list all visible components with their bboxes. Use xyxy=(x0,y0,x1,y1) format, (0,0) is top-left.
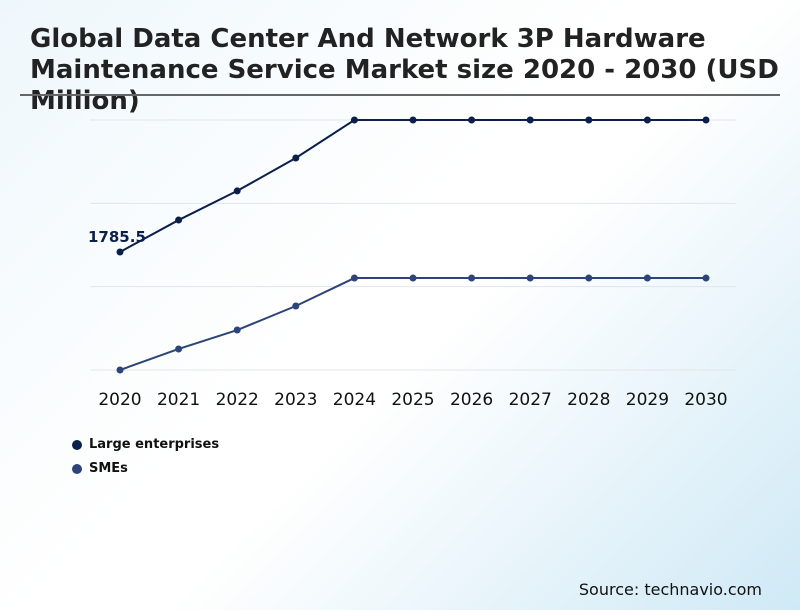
data-point xyxy=(233,187,241,195)
data-point xyxy=(468,274,476,282)
data-point xyxy=(526,274,534,282)
source-credit: Source: technavio.com xyxy=(578,580,762,599)
x-tick-label: 2025 xyxy=(391,390,434,410)
data-point xyxy=(292,154,300,162)
legend-dot-icon xyxy=(72,439,82,450)
data-point xyxy=(175,345,183,353)
x-tick-label: 2023 xyxy=(274,390,317,410)
legend-label: SMEs xyxy=(89,461,128,476)
data-point xyxy=(643,274,651,282)
x-tick-label: 2021 xyxy=(157,390,200,410)
series-line-1 xyxy=(119,277,706,371)
x-tick-label: 2028 xyxy=(567,390,610,410)
x-tick-label: 2020 xyxy=(98,390,141,410)
chart-title: Global Data Center And Network 3P Hardwa… xyxy=(30,24,779,116)
data-point xyxy=(526,116,534,124)
x-tick-label: 2029 xyxy=(626,390,669,410)
data-point xyxy=(175,216,183,224)
data-point xyxy=(409,116,417,124)
data-point xyxy=(702,116,710,124)
legend-label: Large enterprises xyxy=(89,437,220,452)
data-point xyxy=(350,274,358,282)
x-tick-label: 2022 xyxy=(216,390,259,410)
data-point xyxy=(116,366,124,374)
data-point xyxy=(233,326,241,334)
legend-item-smes: SMEs xyxy=(72,461,128,476)
data-point xyxy=(585,274,593,282)
data-point xyxy=(468,116,476,124)
series-line-0 xyxy=(119,119,706,253)
x-tick-label: 2026 xyxy=(450,390,493,410)
x-tick-label: 2030 xyxy=(684,390,727,410)
data-point xyxy=(702,274,710,282)
data-point xyxy=(585,116,593,124)
legend-dot-icon xyxy=(72,463,82,474)
data-label: 1785.5 xyxy=(88,228,146,246)
data-point xyxy=(643,116,651,124)
x-tick-label: 2027 xyxy=(509,390,552,410)
title-divider xyxy=(20,94,780,96)
x-tick-label: 2024 xyxy=(333,390,376,410)
data-point xyxy=(409,274,417,282)
data-point xyxy=(350,116,358,124)
data-point xyxy=(292,302,300,310)
legend-item-large-enterprises: Large enterprises xyxy=(72,437,219,452)
data-point xyxy=(116,248,124,256)
